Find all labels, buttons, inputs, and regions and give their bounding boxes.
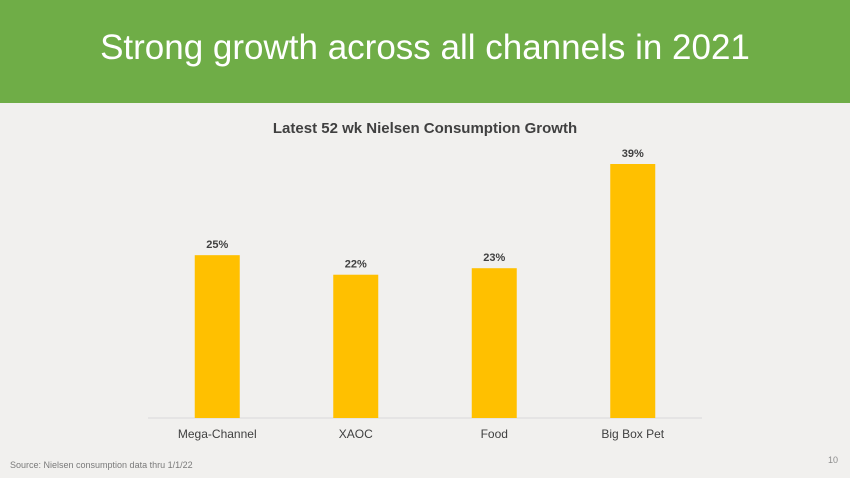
x-tick-label: XAOC [339,427,373,441]
data-label: 25% [206,239,228,251]
bar-big-box-pet [610,164,656,418]
x-tick-label: Food [481,427,508,441]
data-label: 23% [483,252,505,264]
data-label: 39% [622,148,644,160]
chart-title: Latest 52 wk Nielsen Consumption Growth [272,120,578,137]
source-note: Source: Nielsen consumption data thru 1/… [10,460,193,470]
page-number: 10 [827,455,838,465]
bar-mega-channel [194,255,240,418]
x-tick-label: Big Box Pet [601,427,664,441]
slide-title: Strong growth across all channels in 202… [100,28,750,67]
bar-food [471,268,517,418]
title-banner: Strong growth across all channels in 202… [0,0,850,103]
data-label: 22% [345,259,367,271]
bar-xaoc [333,274,379,418]
x-tick-label: Mega-Channel [178,427,257,441]
